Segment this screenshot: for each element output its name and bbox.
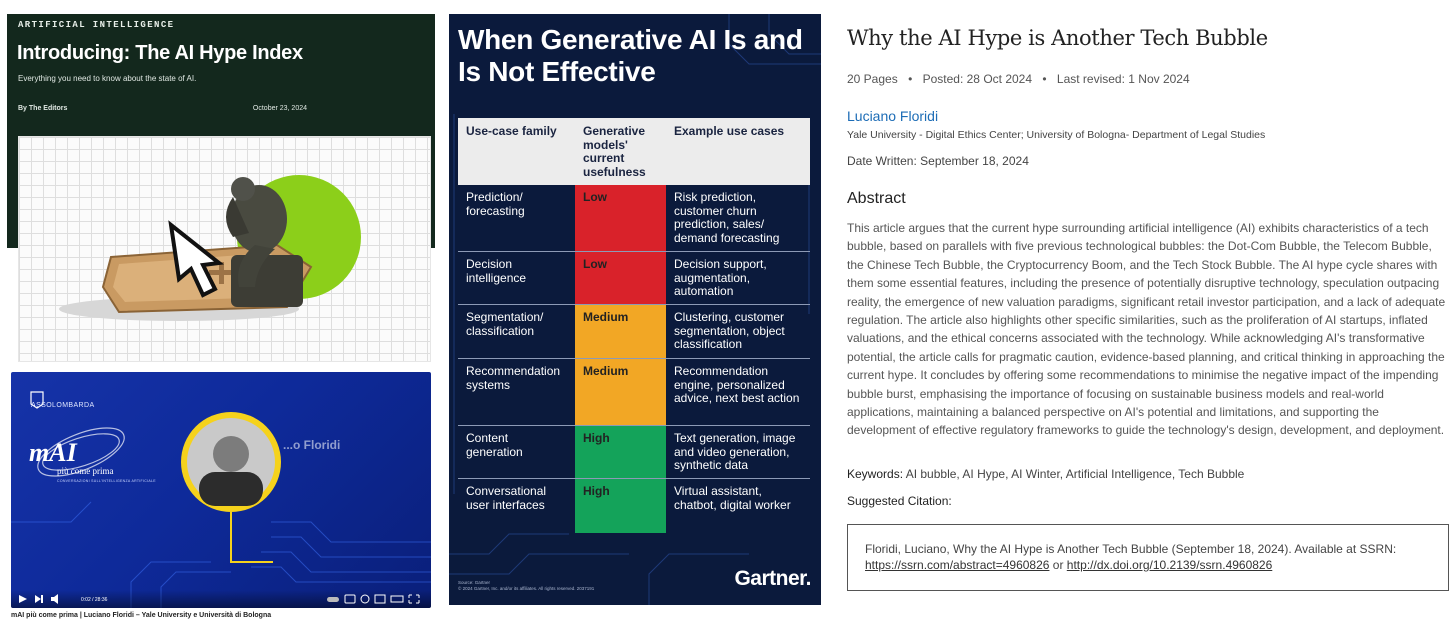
assolombarda-logo: ASSOLOMBARDA [31, 402, 95, 409]
mai-tagline: più come prima [57, 466, 114, 476]
example-use-cases: Virtual assistant, chatbot, digital work… [674, 484, 791, 512]
subtitles-icon [344, 594, 356, 604]
use-case-family: Prediction/ forecasting [466, 190, 525, 218]
abstract-heading: Abstract [847, 190, 906, 207]
citation-label: Suggested Citation: [847, 494, 952, 508]
author-link[interactable]: Luciano Floridi [847, 108, 939, 124]
separator-dot: • [1042, 72, 1047, 86]
page-count: 20 Pages [847, 72, 898, 86]
posted-date: Posted: 28 Oct 2024 [922, 72, 1033, 86]
source-line: Source: Gartner [458, 580, 491, 585]
header-example-use-cases: Example use cases [674, 124, 785, 138]
article-date: October 23, 2024 [252, 105, 307, 112]
article-title[interactable]: Introducing: The AI Hype Index [17, 42, 303, 64]
ssrn-paper-page: Why the AI Hype is Another Tech Bubble 2… [847, 26, 1451, 606]
use-case-family: Decision intelligence [466, 257, 527, 285]
source-note: Source: Gartner © 2024 Gartner, Inc. and… [458, 580, 594, 592]
citation-or: or [1052, 558, 1064, 572]
keywords: Keywords: AI bubble, AI Hype, AI Winter,… [847, 467, 1244, 481]
date-written: Date Written: September 18, 2024 [847, 154, 1029, 168]
use-case-family: Content generation [466, 431, 523, 459]
video-caption: mAI più come prima | Luciano Floridi – Y… [11, 612, 272, 619]
doi-link[interactable]: http://dx.doi.org/10.2139/ssrn.4960826 [1066, 558, 1273, 572]
video-player[interactable]: ASSOLOMBARDA mAI più come prima CONVERSA… [11, 372, 431, 608]
usefulness-cell: High [575, 479, 666, 533]
example-use-cases: Risk prediction, customer churn predicti… [674, 190, 780, 245]
paper-meta: 20 Pages • Posted: 28 Oct 2024 • Last re… [847, 72, 1190, 86]
gartner-logo: Gartner. [734, 567, 811, 590]
example-use-cases: Text generation, image and video generat… [674, 431, 796, 472]
fullscreen-icon [408, 594, 420, 604]
example-use-cases: Decision support, augmentation, automati… [674, 257, 767, 298]
keywords-list: AI bubble, AI Hype, AI Winter, Artificia… [905, 467, 1245, 481]
table-row: Segmentation/ classification Medium Clus… [458, 305, 810, 359]
usefulness-cell: Low [575, 252, 666, 304]
usefulness-cell: High [575, 426, 666, 478]
volume-icon [51, 594, 58, 604]
revised-date: Last revised: 1 Nov 2024 [1056, 72, 1190, 86]
gartner-infographic: When Generative AI Is and Is Not Effecti… [449, 14, 821, 605]
example-use-cases: Clustering, customer segmentation, objec… [674, 310, 785, 351]
circuit-background [11, 391, 431, 608]
settings-icon [360, 594, 370, 604]
cursor-icon [168, 220, 224, 298]
usefulness-table: Use-case family Generative models' curre… [458, 118, 810, 533]
video-time: 0:02 / 28:36 [81, 597, 108, 603]
usefulness-cell: Medium [575, 359, 666, 425]
ssrn-abstract-link[interactable]: https://ssrn.com/abstract=4960826 [865, 558, 1050, 572]
example-use-cases: Recommendation engine, personalized advi… [674, 364, 800, 405]
copyright-line: © 2024 Gartner, Inc. and/or its affiliat… [458, 586, 595, 591]
table-row: Prediction/ forecasting Low Risk predict… [458, 185, 810, 252]
table-row: Decision intelligence Low Decision suppo… [458, 252, 810, 305]
usefulness-cell: Medium [575, 305, 666, 358]
theater-icon [390, 595, 404, 603]
hype-index-illustration [18, 136, 431, 362]
header-usefulness: Generative models' current usefulness [583, 124, 646, 179]
citation-text: Floridi, Luciano, Why the AI Hype is Ano… [865, 542, 1397, 556]
mai-subtagline: CONVERSAZIONI SULL'INTELLIGENZA ARTIFICI… [57, 479, 156, 483]
infographic-title: When Generative AI Is and Is Not Effecti… [458, 24, 803, 87]
use-case-family: Conversational user interfaces [466, 484, 547, 512]
article-subtitle: Everything you need to know about the st… [18, 74, 197, 83]
speaker-name: ...o Floridi [283, 438, 341, 452]
video-controls: 0:02 / 28:36 [11, 590, 431, 608]
autoplay-toggle [327, 597, 339, 602]
thinker-statue-shape [226, 177, 303, 307]
citation-box: Floridi, Luciano, Why the AI Hype is Ano… [847, 524, 1449, 591]
next-icon [35, 595, 43, 603]
separator-dot: • [908, 72, 913, 86]
article-byline: By The Editors [18, 105, 68, 112]
author-affiliation: Yale University - Digital Ethics Center;… [847, 129, 1266, 141]
table-row: Content generation High Text generation,… [458, 426, 810, 479]
miniplayer-icon [374, 594, 386, 604]
usefulness-cell: Low [575, 185, 666, 251]
play-icon [19, 595, 27, 603]
paper-title: Why the AI Hype is Another Tech Bubble [847, 26, 1268, 50]
use-case-family: Recommendation systems [466, 364, 561, 392]
abstract-text: This article argues that the current hyp… [847, 221, 1446, 438]
table-row: Conversational user interfaces High Virt… [458, 479, 810, 533]
mai-logo: mAI [29, 438, 77, 467]
section-kicker: ARTIFICIAL INTELLIGENCE [18, 20, 175, 30]
hype-index-card[interactable]: ARTIFICIAL INTELLIGENCE Introducing: The… [7, 14, 435, 364]
table-row: Recommendation systems Medium Recommenda… [458, 359, 810, 426]
use-case-family: Segmentation/ classification [466, 310, 544, 338]
table-header: Use-case family Generative models' curre… [458, 118, 810, 185]
header-use-case-family: Use-case family [466, 124, 557, 138]
keywords-label: Keywords: [847, 467, 904, 481]
